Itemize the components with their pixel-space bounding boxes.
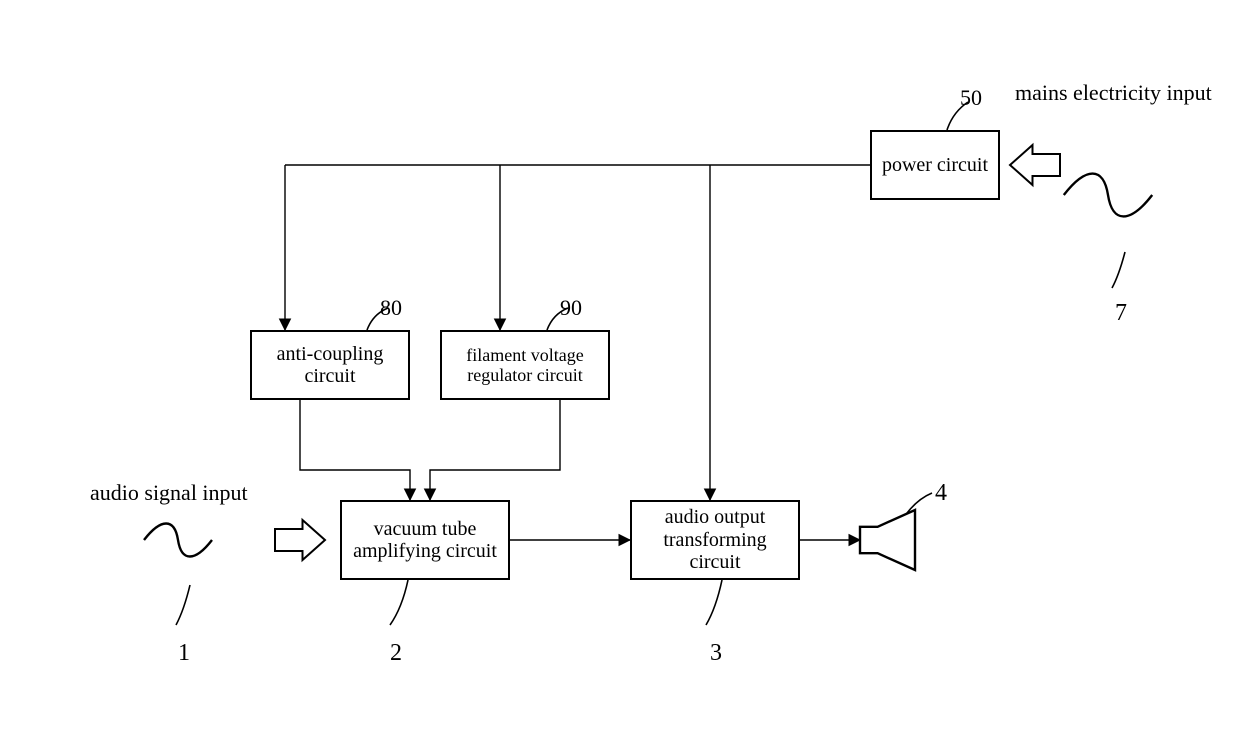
edge-anti-to-amp (300, 400, 410, 500)
diagram-stage: power circuit anti-coupling circuit filame… (0, 0, 1240, 742)
ref-label-80: 80 (380, 295, 402, 321)
ref-label-7: 7 (1115, 300, 1127, 327)
text-label-audio_in: audio signal input (90, 480, 248, 506)
ref-label-50: 50 (960, 85, 982, 111)
lead-3 (706, 580, 722, 625)
ref-label-4: 4 (935, 480, 947, 507)
ref-label-1: 1 (178, 640, 190, 667)
mains-wave-icon (1064, 174, 1152, 217)
ref-label-2: 2 (390, 640, 402, 667)
edge-fil-to-amp (430, 400, 560, 500)
lead-2 (390, 580, 408, 625)
ref-label-3: 3 (710, 640, 722, 667)
lead-1 (176, 585, 190, 625)
diagram-svg (0, 0, 1240, 742)
lead-4 (902, 493, 932, 520)
node-transform: audio output transforming circuit (630, 500, 800, 580)
node-amp: vacuum tube amplifying circuit (340, 500, 510, 580)
audio-input-arrow-icon (275, 520, 325, 560)
node-power: power circuit (870, 130, 1000, 200)
mains-input-arrow-icon (1010, 145, 1060, 185)
speaker-icon (860, 510, 915, 570)
text-label-mains_in: mains electricity input (1015, 80, 1212, 106)
lead-7 (1112, 252, 1125, 288)
node-anti: anti-coupling circuit (250, 330, 410, 400)
node-filament: filament voltage regulator circuit (440, 330, 610, 400)
ref-label-90: 90 (560, 295, 582, 321)
audio-wave-icon (144, 524, 212, 557)
